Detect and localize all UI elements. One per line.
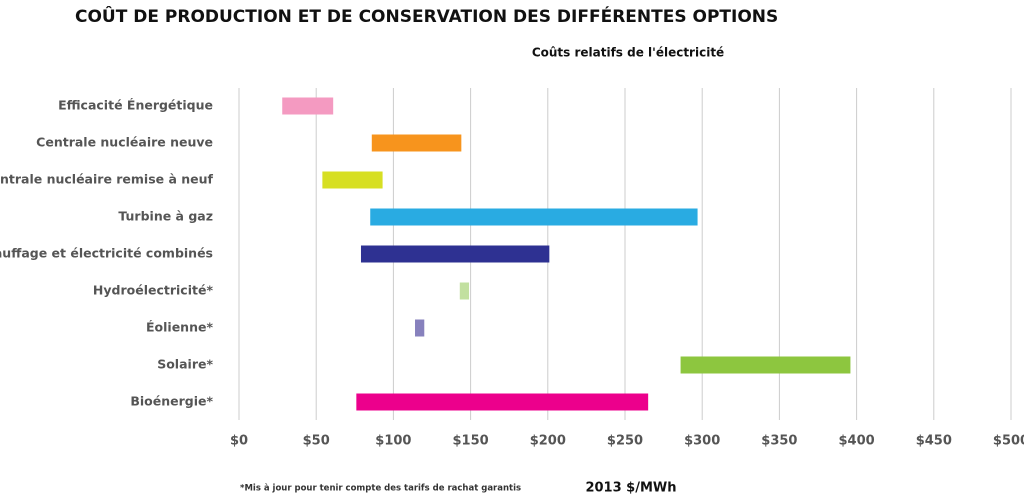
x-tick-label: $350 (761, 434, 797, 449)
x-axis-label: 2013 $/MWh (585, 481, 676, 496)
x-tick-label: $300 (684, 434, 720, 449)
bar (459, 282, 470, 300)
x-tick-label: $0 (230, 434, 248, 449)
y-tick-label: Hydroélectricité* (93, 283, 214, 298)
x-tick-label: $150 (453, 434, 489, 449)
y-tick-label: Turbine à gaz (118, 209, 213, 224)
x-tick-label: $50 (303, 434, 330, 449)
bar (415, 319, 425, 337)
x-tick-label: $400 (839, 434, 875, 449)
x-tick-label: $250 (607, 434, 643, 449)
y-tick-label: Chauffage et électricité combinés (0, 246, 213, 261)
y-tick-label: Solaire* (157, 357, 213, 372)
chart-title: COÛT DE PRODUCTION ET DE CONSERVATION DE… (75, 5, 778, 27)
bar (680, 356, 851, 374)
x-tick-label: $100 (375, 434, 411, 449)
bar (371, 134, 462, 152)
y-tick-label: Bioénergie* (130, 394, 213, 409)
bar (322, 171, 383, 189)
y-tick-label: Centrale nucléaire neuve (36, 135, 213, 150)
bar (360, 245, 550, 263)
x-tick-label: $200 (530, 434, 566, 449)
chart-subtitle: Coûts relatifs de l'électricité (532, 46, 724, 60)
bar (282, 97, 334, 115)
y-tick-label: Efficacité Énergétique (58, 98, 213, 113)
x-tick-label: $450 (916, 434, 952, 449)
footnote: *Mis à jour pour tenir compte des tarifs… (240, 484, 521, 494)
x-tick-label: $500 (993, 434, 1024, 449)
y-tick-label: Centrale nucléaire remise à neuf (0, 172, 214, 187)
bar (370, 208, 698, 226)
bar (356, 393, 649, 411)
y-tick-label: Éolienne* (146, 320, 213, 335)
